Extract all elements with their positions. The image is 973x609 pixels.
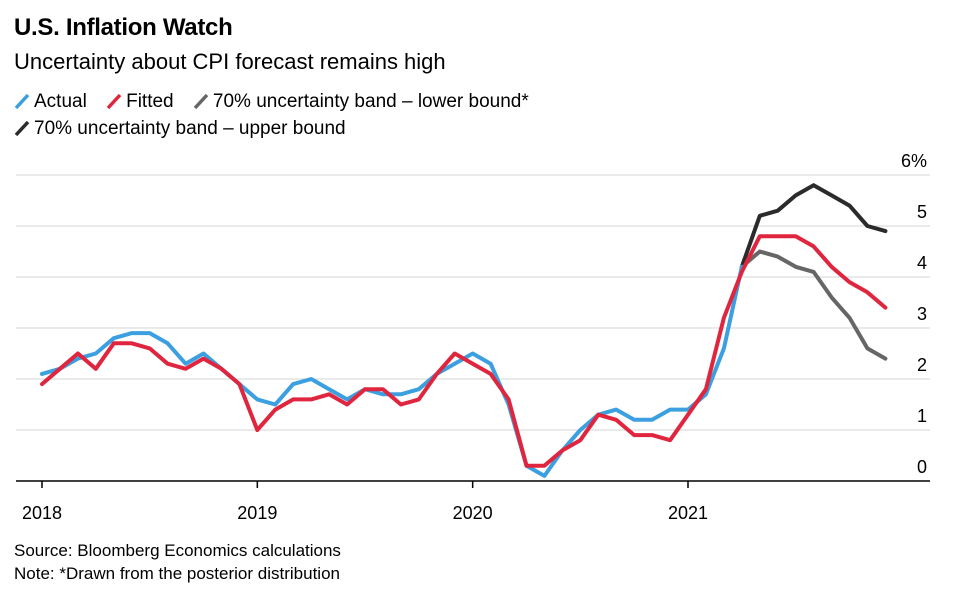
y-tick-label: 1 — [917, 406, 927, 426]
y-tick-label: 5 — [917, 202, 927, 222]
x-axis: 2018 2019 2020 2021 — [16, 480, 930, 523]
source-note: Source: Bloomberg Economics calculations — [14, 541, 341, 560]
legend-swatch-upper-bound — [14, 120, 30, 137]
chart-grid — [16, 174, 930, 431]
legend-swatch-actual — [14, 93, 30, 110]
y-tick-label: 3 — [917, 304, 927, 324]
upper-bound-line — [739, 183, 888, 269]
legend-item-upper-bound: 70% uncertainty band – upper bound — [14, 115, 346, 142]
x-tick-label: 2021 — [668, 503, 708, 523]
legend-label-lower-bound: 70% uncertainty band – lower bound* — [212, 91, 529, 112]
legend-label-upper-bound: 70% uncertainty band – upper bound — [34, 118, 346, 139]
y-tick-label: 0 — [917, 457, 927, 477]
legend-item-lower-bound: 70% uncertainty band – lower bound* — [193, 88, 529, 115]
inflation-line-chart: 0 1 2 3 4 5 6% 2018 2019 2020 2021 — [16, 151, 930, 523]
y-axis: 0 1 2 3 4 5 6% — [901, 151, 927, 477]
x-tick-label: 2020 — [453, 503, 493, 523]
chart-series — [40, 183, 888, 478]
legend-item-actual: Actual — [14, 88, 87, 115]
legend-label-actual: Actual — [34, 91, 87, 112]
x-tick-label: 2018 — [22, 503, 62, 523]
fitted-line — [40, 234, 888, 468]
y-tick-label: 4 — [917, 253, 927, 273]
y-tick-label: 6% — [901, 151, 927, 171]
legend-label-fitted: Fitted — [126, 91, 174, 112]
chart-subtitle: Uncertainty about CPI forecast remains h… — [14, 49, 446, 74]
y-tick-label: 2 — [917, 355, 927, 375]
chart-legend: Actual Fitted 70% uncertainty band – low… — [14, 88, 954, 142]
lower-bound-line — [739, 249, 888, 361]
x-tick-label: 2019 — [237, 503, 277, 523]
chart-title: U.S. Inflation Watch — [14, 14, 233, 41]
legend-item-fitted: Fitted — [106, 88, 174, 115]
actual-line — [40, 264, 744, 478]
legend-swatch-lower-bound — [193, 93, 209, 110]
legend-swatch-fitted — [106, 93, 122, 110]
footnote: Note: *Drawn from the posterior distribu… — [14, 564, 340, 583]
